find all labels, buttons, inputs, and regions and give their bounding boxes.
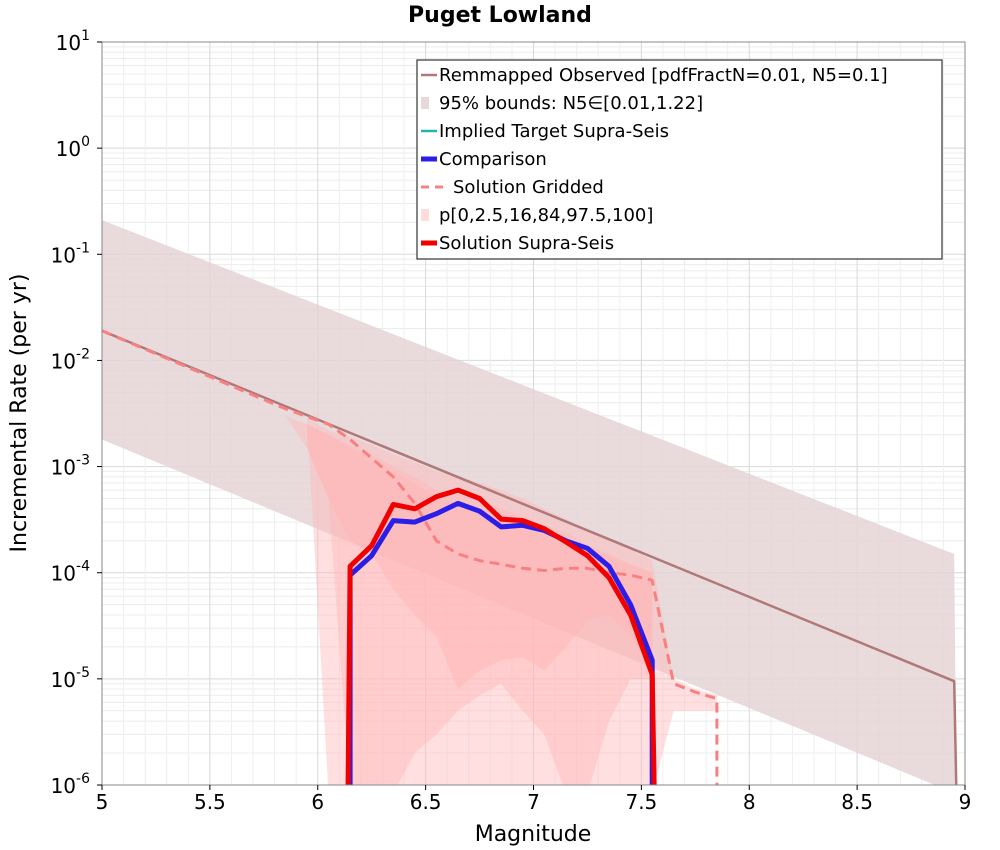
legend-label-gridded: Solution Gridded [453, 177, 604, 198]
series-line-gridded [102, 329, 719, 785]
x-tick-label: 6.5 [410, 790, 442, 814]
y-tick-base: 10 [51, 243, 76, 267]
y-tick-label: 10-1 [51, 240, 90, 267]
legend-label-comparison: Comparison [439, 149, 547, 170]
legend-swatch-bounds95 [421, 97, 429, 109]
x-tick-label: 9 [959, 790, 972, 814]
y-tick-exponent: 0 [81, 134, 90, 150]
y-tick-label: 10-3 [51, 453, 90, 480]
y-tick-base: 10 [56, 31, 81, 55]
x-tick-label: 7.5 [625, 790, 657, 814]
y-axis-label: Incremental Rate (per yr) [7, 274, 32, 553]
y-tick-label: 100 [56, 134, 90, 161]
series-line-supra [345, 487, 657, 785]
y-tick-label: 101 [56, 28, 90, 55]
x-tick-label: 7 [527, 790, 540, 814]
y-tick-base: 10 [56, 137, 81, 161]
y-tick-exponent: -4 [76, 559, 90, 575]
y-tick-label: 10-2 [51, 346, 90, 373]
y-tick-exponent: -6 [76, 771, 90, 787]
y-tick-label: 10-6 [51, 771, 91, 798]
legend-label-bounds95: 95% bounds: N5∈[0.01,1.22] [439, 93, 703, 114]
legend-label-observed: Remmapped Observed [pdfFractN=0.01, N5=0… [439, 65, 888, 86]
chart-title: Puget Lowland [408, 3, 592, 28]
y-tick-label: 10-4 [51, 559, 91, 586]
series-line-comparison [347, 500, 655, 785]
y-tick-exponent: -2 [76, 346, 90, 362]
x-tick-label: 5.5 [194, 790, 226, 814]
band-95-bounds [102, 220, 957, 785]
legend-swatch-percentile [421, 209, 429, 221]
series-line-observed [102, 329, 958, 785]
x-tick-label: 8 [743, 790, 756, 814]
x-tick-label: 5 [96, 790, 109, 814]
x-axis-label: Magnitude [475, 822, 592, 847]
y-tick-base: 10 [51, 668, 76, 692]
y-tick-exponent: 1 [81, 28, 90, 44]
legend-label-supra: Solution Supra-Seis [439, 233, 614, 254]
legend-box [416, 59, 943, 260]
series-lines [102, 329, 958, 785]
legend-label-percentile: p[0,2.5,16,84,97.5,100] [439, 205, 653, 226]
y-tick-exponent: -1 [76, 240, 90, 256]
axes: 5 5.5 6 6.5 7 7.5 8 8.5 910110010-110-210-310-41… [51, 28, 972, 814]
x-tick-label: 8.5 [841, 790, 873, 814]
y-tick-label: 10-5 [51, 665, 90, 692]
y-tick-base: 10 [51, 562, 76, 586]
y-tick-base: 10 [51, 456, 76, 480]
y-tick-exponent: -3 [76, 453, 90, 469]
y-tick-base: 10 [51, 774, 76, 798]
legend: Remmapped Observed [pdfFractN=0.01, N5=0… [416, 59, 943, 260]
y-tick-base: 10 [51, 349, 76, 373]
legend-label-implied: Implied Target Supra-Seis [439, 121, 669, 142]
y-tick-exponent: -5 [76, 665, 90, 681]
percentile-band [307, 424, 653, 690]
x-tick-label: 6 [311, 790, 324, 814]
